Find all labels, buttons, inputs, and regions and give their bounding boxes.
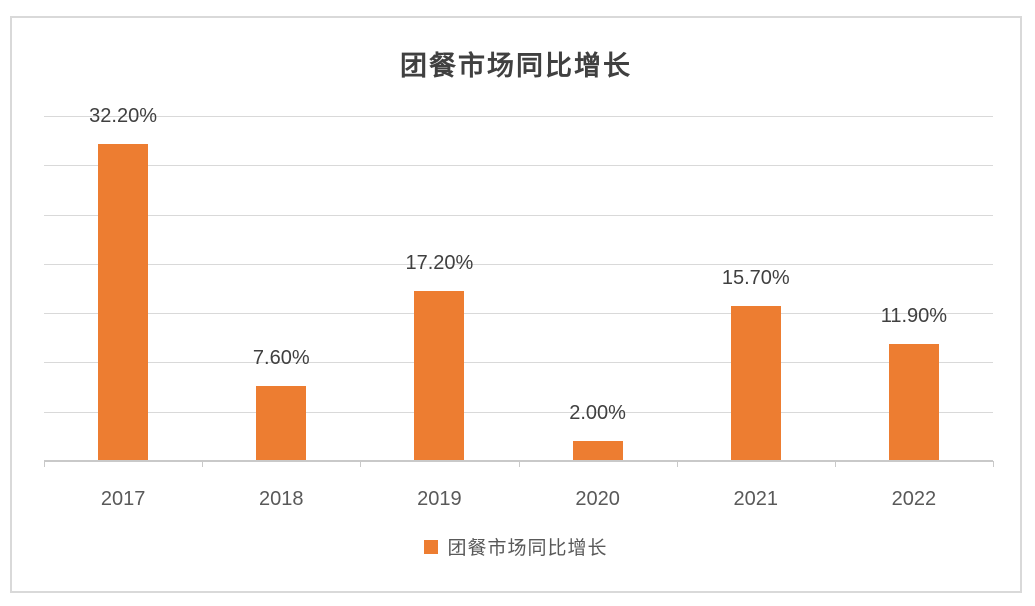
legend-label: 团餐市场同比增长 (447, 538, 608, 559)
bar-value-label: 32.20% (89, 104, 157, 127)
bar-value-label: 11.90% (880, 304, 948, 327)
x-axis-tick (360, 461, 362, 467)
x-axis-tick (676, 461, 678, 467)
bar-2018 (256, 386, 307, 461)
x-axis-tick (202, 461, 204, 467)
bar-2020 (572, 441, 623, 461)
chart-title: 团餐市场同比增长 (400, 51, 632, 81)
bar-value-label: 17.20% (405, 252, 474, 275)
gridline (44, 263, 993, 265)
x-axis-label-2017: 2017 (100, 488, 146, 510)
x-axis-tick (44, 461, 45, 467)
x-axis-label-2022: 2022 (891, 488, 937, 510)
gridline (44, 214, 993, 216)
gridline (44, 411, 993, 413)
bar-2022 (888, 343, 939, 461)
bar-2017 (98, 143, 149, 461)
x-axis-tick (518, 461, 520, 467)
x-axis-label-2020: 2020 (575, 488, 620, 510)
legend-marker-icon (424, 539, 439, 554)
legend: 团餐市场同比增长 (12, 533, 1020, 560)
plot-area: 32.20% 7.60% 17.20% 2.00% 15.70% 11.90% 2017 20… (12, 18, 1020, 591)
x-axis-label-2018: 2018 (259, 488, 304, 510)
gridline (44, 313, 993, 315)
gridline (44, 165, 993, 167)
bar-value-label: 15.70% (721, 267, 790, 290)
x-axis-label-2019: 2019 (417, 488, 462, 510)
chart-frame: 团餐市场同比增长 32.20% 7.60% 17.20% 2.00% 15.70% 11.… (10, 16, 1022, 593)
x-axis-label-2021: 2021 (733, 488, 779, 510)
gridline (44, 362, 993, 364)
bar-value-label: 2.00% (569, 402, 626, 425)
gridline (44, 116, 993, 117)
bar-value-label: 7.60% (252, 347, 310, 370)
x-axis-tick (993, 461, 994, 467)
x-axis-tick (834, 461, 836, 467)
bar-2019 (414, 291, 465, 461)
bar-2021 (730, 306, 781, 461)
